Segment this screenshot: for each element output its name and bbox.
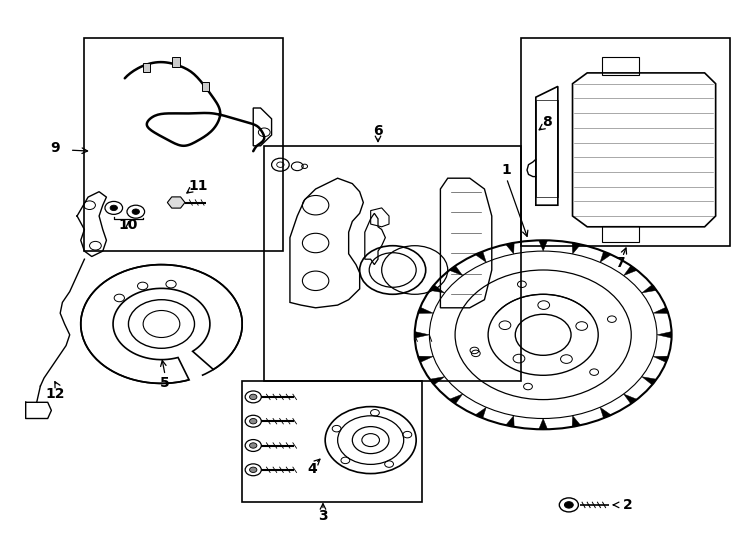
Polygon shape <box>415 332 429 338</box>
Polygon shape <box>572 416 581 427</box>
Text: 6: 6 <box>373 124 383 138</box>
Polygon shape <box>539 240 548 251</box>
Circle shape <box>250 394 257 400</box>
Circle shape <box>132 209 139 214</box>
Polygon shape <box>506 242 515 254</box>
Polygon shape <box>418 356 433 362</box>
Polygon shape <box>657 332 672 338</box>
Polygon shape <box>642 285 657 293</box>
Polygon shape <box>506 416 515 427</box>
Polygon shape <box>653 307 669 314</box>
Polygon shape <box>475 407 486 419</box>
Polygon shape <box>653 356 669 362</box>
Polygon shape <box>539 418 548 429</box>
Polygon shape <box>418 307 433 314</box>
Text: 5: 5 <box>160 376 170 390</box>
Circle shape <box>250 443 257 448</box>
Text: 7: 7 <box>615 256 625 270</box>
Circle shape <box>110 205 117 211</box>
Polygon shape <box>449 394 462 404</box>
Text: 2: 2 <box>622 498 633 512</box>
Polygon shape <box>600 407 611 419</box>
Text: 4: 4 <box>307 462 317 476</box>
Polygon shape <box>572 242 581 254</box>
Bar <box>143 63 150 72</box>
Circle shape <box>564 502 573 508</box>
Text: 9: 9 <box>50 141 60 156</box>
Polygon shape <box>600 251 611 262</box>
Text: 3: 3 <box>318 509 328 523</box>
Text: 12: 12 <box>46 387 65 401</box>
Text: 1: 1 <box>501 163 512 177</box>
Polygon shape <box>642 377 657 385</box>
Circle shape <box>250 418 257 424</box>
Text: 8: 8 <box>542 114 552 129</box>
Circle shape <box>250 467 257 472</box>
Polygon shape <box>475 251 486 262</box>
Polygon shape <box>167 197 185 208</box>
Polygon shape <box>449 266 462 275</box>
Bar <box>172 57 180 67</box>
Text: 11: 11 <box>189 179 208 193</box>
Polygon shape <box>624 394 637 404</box>
Polygon shape <box>429 377 445 385</box>
Text: 10: 10 <box>119 218 138 232</box>
Bar <box>202 82 209 91</box>
Polygon shape <box>624 266 637 275</box>
Polygon shape <box>429 285 445 293</box>
